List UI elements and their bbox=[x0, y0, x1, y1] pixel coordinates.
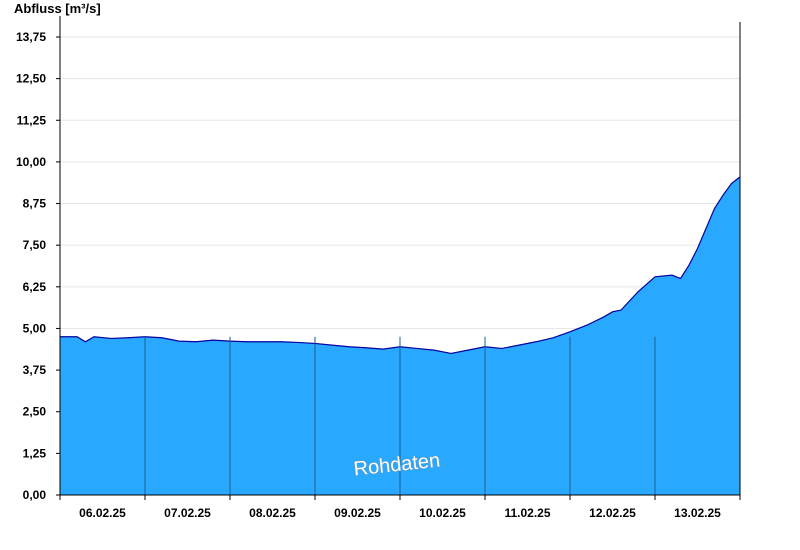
y-tick-label: 1,25 bbox=[23, 446, 47, 460]
y-tick-label: 13,75 bbox=[16, 30, 46, 44]
x-tick-label: 06.02.25 bbox=[79, 506, 126, 520]
y-tick-label: 6,25 bbox=[23, 280, 47, 294]
y-ticks: 0,00 1,25 2,50 3,75 5,00 6,25 7,50 8,75 10,00 11,… bbox=[16, 30, 60, 502]
y-tick-label: 0,00 bbox=[23, 488, 47, 502]
day-separators bbox=[144, 336, 656, 495]
x-tick-label: 08.02.25 bbox=[249, 506, 296, 520]
x-tick-label: 07.02.25 bbox=[164, 506, 211, 520]
y-tick-label: 12,50 bbox=[16, 72, 46, 86]
y-tick-label: 5,00 bbox=[23, 321, 47, 335]
y-tick-label: 10,00 bbox=[16, 155, 46, 169]
x-tick-label: 11.02.25 bbox=[504, 506, 550, 520]
y-axis-label: Abfluss [m³/s] bbox=[14, 1, 101, 16]
x-ticks: 06.02.25 07.02.25 08.02.25 09.02.25 10.02.25… bbox=[59, 495, 741, 520]
y-tick-label: 11,25 bbox=[17, 113, 47, 127]
y-tick-label: 2,50 bbox=[23, 405, 47, 419]
x-tick-label: 09.02.25 bbox=[334, 506, 381, 520]
y-tick-label: 8,75 bbox=[23, 197, 47, 211]
x-tick-label: 13.02.25 bbox=[674, 506, 721, 520]
y-tick-label: 7,50 bbox=[23, 238, 47, 252]
x-tick-label: 12.02.25 bbox=[589, 506, 636, 520]
series-line bbox=[60, 176, 741, 355]
x-tick-label: 10.02.25 bbox=[419, 506, 466, 520]
y-tick-label: 3,75 bbox=[23, 363, 47, 377]
